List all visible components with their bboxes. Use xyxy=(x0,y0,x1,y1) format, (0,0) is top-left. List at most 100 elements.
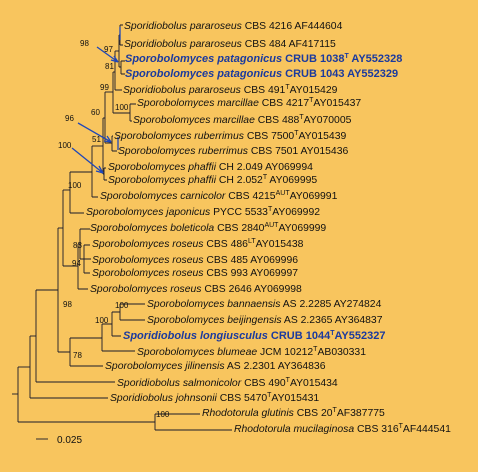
strain-accession: CRUB 1044 xyxy=(268,330,331,342)
type-strain-mark: T xyxy=(313,346,318,353)
type-strain-mark: LT xyxy=(248,238,256,245)
taxon-label: Sporobolomyces jilinensis AS 2.2301 AY36… xyxy=(105,361,326,372)
taxon-label: Sporobolomyces boleticola CBS 2840AUTAY0… xyxy=(90,222,326,234)
accession: AY069991 xyxy=(290,191,338,202)
species-name: Sporobolomyces phaffii xyxy=(108,175,217,186)
strain-accession: CBS 4216 AF444604 xyxy=(242,21,343,32)
taxon-label: Sporobolomyces patagonicus CRUB 1043 AY5… xyxy=(125,68,398,80)
taxon-label: Sporobolomyces patagonicus CRUB 1038T AY… xyxy=(125,53,402,65)
species-name: Sporidiobolus pararoseus xyxy=(124,21,242,32)
species-name: Sporobolomyces marcillae xyxy=(137,98,259,109)
branch xyxy=(129,103,136,122)
taxon-label: Sporobolomyces roseus CBS 486LTAY015438 xyxy=(92,238,304,250)
species-name: Sporobolomyces ruberrimus xyxy=(114,131,244,142)
strain-accession: CRUB 1043 AY552329 xyxy=(282,68,398,80)
species-name: Sporobolomyces jilinensis xyxy=(105,361,225,372)
taxon-label: Sporobolomyces roseus CBS 993 AY069997 xyxy=(92,268,298,279)
strain-accession: CH 2.049 AY069994 xyxy=(216,162,313,173)
species-name: Sporidiobolus salmonicolor xyxy=(117,378,242,389)
type-strain-mark: AUT xyxy=(264,222,279,229)
branch xyxy=(29,336,108,399)
taxon-label: Sporobolomyces ruberrimus CBS 7501 AY015… xyxy=(118,146,348,157)
type-strain-mark: T xyxy=(268,206,273,213)
strain-accession: CBS 7501 AY015436 xyxy=(248,146,349,157)
arrow-pointer xyxy=(96,46,119,63)
strain-accession: CBS 485 AY069996 xyxy=(203,255,298,266)
taxon-label: Sporidiobolus pararoseus CBS 4216 AF4446… xyxy=(124,21,343,32)
branch xyxy=(120,60,125,75)
type-strain-mark: T xyxy=(333,407,338,414)
species-name: Sporobolomyces blumeae xyxy=(137,347,257,358)
branch xyxy=(69,172,84,214)
taxon-label: Sporobolomyces marcillae CBS 4217TAY0154… xyxy=(137,97,361,109)
branch xyxy=(104,92,112,144)
taxon-labels: Sporidiobolus pararoseus CBS 4216 AF4446… xyxy=(86,21,451,435)
accession: AB030331 xyxy=(317,347,366,358)
branch xyxy=(111,135,117,152)
strain-accession: CH 2.052 xyxy=(216,175,263,186)
type-strain-mark: T xyxy=(294,130,299,137)
accession: AY070005 xyxy=(304,115,352,126)
taxon-label: Sporobolomyces ruberrimus CBS 7500TAY015… xyxy=(114,130,346,142)
branch xyxy=(62,190,78,267)
branch xyxy=(102,118,104,175)
species-name: Rhodotorula glutinis xyxy=(202,408,294,419)
highlight-arrows xyxy=(71,27,121,174)
bootstrap-value: 96 xyxy=(65,114,74,123)
taxon-label: Sporobolomyces roseus CBS 485 AY069996 xyxy=(92,255,298,266)
bootstrap-value: 100 xyxy=(58,141,72,150)
taxon-label: Sporidiobolus pararoseus CBS 491TAY01542… xyxy=(123,84,338,96)
scale-label: 0.025 xyxy=(57,435,82,446)
accession: AY015434 xyxy=(290,378,338,389)
strain-accession: CBS 5470 xyxy=(217,393,267,404)
species-name: Sporobolomyces japonicus xyxy=(86,207,210,218)
taxon-label: Sporobolomyces phaffii CH 2.052T AY06999… xyxy=(108,174,317,186)
species-name: Sporidiobolus longiusculus xyxy=(123,330,268,342)
taxon-label: Sporidiobolus pararoseus CBS 484 AF41711… xyxy=(124,39,336,50)
bootstrap-value: 100 xyxy=(95,316,109,325)
strain-accession: CBS 7500 xyxy=(244,131,294,142)
branch xyxy=(101,323,135,352)
type-strain-mark: T xyxy=(299,114,304,121)
strain-accession: JCM 10212 xyxy=(257,347,313,358)
species-name: Sporobolomyces roseus xyxy=(92,268,203,279)
branch xyxy=(35,290,115,383)
accession: AY069995 xyxy=(267,175,317,186)
branch xyxy=(112,72,130,114)
bootstrap-value: 100 xyxy=(68,181,82,190)
bootstrap-value: 97 xyxy=(104,45,113,54)
accession: AY015431 xyxy=(271,393,319,404)
accession: AY552327 xyxy=(334,330,385,342)
taxon-label: Sporobolomyces phaffii CH 2.049 AY069994 xyxy=(108,162,313,173)
accession: AY552328 xyxy=(349,53,403,65)
species-name: Sporobolomyces roseus xyxy=(92,239,203,250)
taxon-label: Sporobolomyces roseus CBS 2646 AY069998 xyxy=(90,284,302,295)
bootstrap-value: 78 xyxy=(73,351,82,360)
accession: AY015429 xyxy=(290,85,338,96)
species-name: Sporidiobolus pararoseus xyxy=(124,39,242,50)
taxon-label: Rhodotorula glutinis CBS 20TAF387775 xyxy=(202,407,385,419)
bootstrap-value: 94 xyxy=(72,259,81,268)
bootstrap-value: 83 xyxy=(73,241,82,250)
species-name: Sporobolomyces beijingensis xyxy=(147,315,282,326)
species-name: Sporobolomyces carnicolor xyxy=(100,191,226,202)
type-strain-mark: AUT xyxy=(276,190,291,197)
species-name: Sporidiobolus pararoseus xyxy=(123,85,241,96)
type-strain-mark: T xyxy=(286,377,291,384)
strain-accession: CBS 4217 xyxy=(259,98,309,109)
bootstrap-value: 99 xyxy=(100,83,109,92)
accession: AY015438 xyxy=(256,239,304,250)
type-strain-mark: T xyxy=(285,84,290,91)
species-name: Sporobolomyces ruberrimus xyxy=(118,146,248,157)
strain-accession: CBS 4215 xyxy=(225,191,275,202)
type-strain-mark: T xyxy=(344,53,349,60)
species-name: Rhodotorula mucilaginosa xyxy=(234,424,354,435)
taxon-label: Sporobolomyces japonicus PYCC 5533TAY069… xyxy=(86,206,320,218)
accession: AY069992 xyxy=(272,207,320,218)
bootstrap-value: 100 xyxy=(115,103,129,112)
taxon-label: Sporobolomyces beijingensis AS 2.2365 AY… xyxy=(147,315,383,326)
taxon-label: Sporobolomyces carnicolor CBS 4215AUTAY0… xyxy=(100,190,338,202)
strain-accession: PYCC 5533 xyxy=(210,207,268,218)
strain-accession: CBS 2840 xyxy=(214,223,264,234)
